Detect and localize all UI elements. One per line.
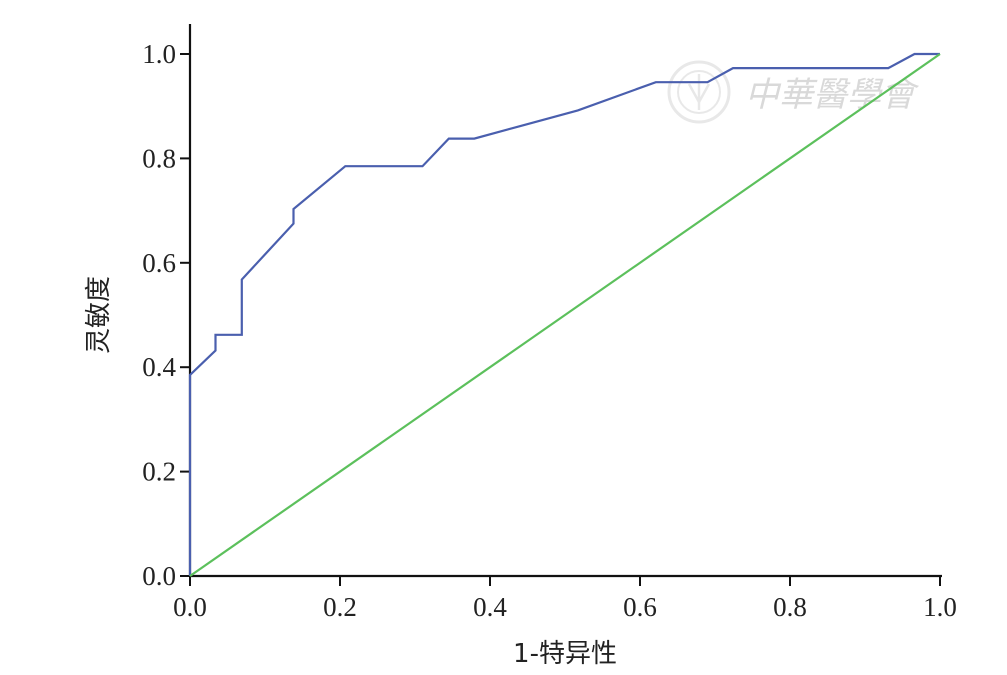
series-line-1 [188,52,940,576]
x-axis-label: 1-特异性 [513,639,617,669]
y-tick-label: 0.6 [142,248,176,278]
x-tick-label: 0.0 [173,592,207,622]
x-tick-label: 1.0 [923,592,957,622]
series-line-2 [189,53,941,577]
y-tick-label: 0.0 [142,561,176,591]
x-tick-label: 0.4 [473,592,507,622]
x-tick-label: 0.2 [323,592,357,622]
y-tick-label: 0.4 [142,352,176,382]
series-group [188,52,941,577]
watermark: 中華醫學會 [667,60,920,124]
y-axis-label: 灵敏度 [84,276,114,354]
watermark-text: 中華醫學會 [745,75,920,115]
x-tick-label: 0.8 [773,592,807,622]
x-tick-label: 0.6 [623,592,657,622]
y-tick-label: 0.8 [142,143,176,173]
watermark-seal-icon [667,60,731,124]
tick-labels: 0.0 0.2 0.4 0.6 0.8 1.0 0.0 0.2 0.4 0.6 0.8 1.0 [142,39,957,622]
y-tick-label: 0.2 [142,457,176,487]
y-tick-label: 1.0 [142,39,176,69]
